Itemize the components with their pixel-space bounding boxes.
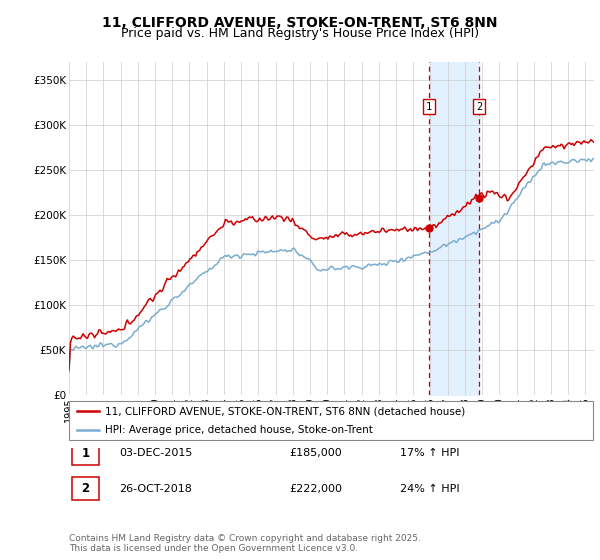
FancyBboxPatch shape bbox=[69, 401, 593, 441]
Text: 2: 2 bbox=[476, 101, 482, 111]
Text: 11, CLIFFORD AVENUE, STOKE-ON-TRENT, ST6 8NN: 11, CLIFFORD AVENUE, STOKE-ON-TRENT, ST6… bbox=[102, 16, 498, 30]
Text: HPI: Average price, detached house, Stoke-on-Trent: HPI: Average price, detached house, Stok… bbox=[105, 425, 373, 435]
Text: Contains HM Land Registry data © Crown copyright and database right 2025.
This d: Contains HM Land Registry data © Crown c… bbox=[69, 534, 421, 553]
Text: 11, CLIFFORD AVENUE, STOKE-ON-TRENT, ST6 8NN (detached house): 11, CLIFFORD AVENUE, STOKE-ON-TRENT, ST6… bbox=[105, 407, 465, 417]
Text: £222,000: £222,000 bbox=[290, 484, 343, 494]
Text: 1: 1 bbox=[426, 101, 432, 111]
Text: 17% ↑ HPI: 17% ↑ HPI bbox=[400, 449, 459, 458]
FancyBboxPatch shape bbox=[71, 478, 99, 500]
Text: 2: 2 bbox=[81, 482, 89, 496]
Text: Price paid vs. HM Land Registry's House Price Index (HPI): Price paid vs. HM Land Registry's House … bbox=[121, 27, 479, 40]
FancyBboxPatch shape bbox=[71, 442, 99, 465]
Text: 26-OCT-2018: 26-OCT-2018 bbox=[119, 484, 192, 494]
Text: 1: 1 bbox=[81, 447, 89, 460]
Text: £185,000: £185,000 bbox=[290, 449, 342, 458]
Text: 03-DEC-2015: 03-DEC-2015 bbox=[119, 449, 192, 458]
Text: 24% ↑ HPI: 24% ↑ HPI bbox=[400, 484, 460, 494]
